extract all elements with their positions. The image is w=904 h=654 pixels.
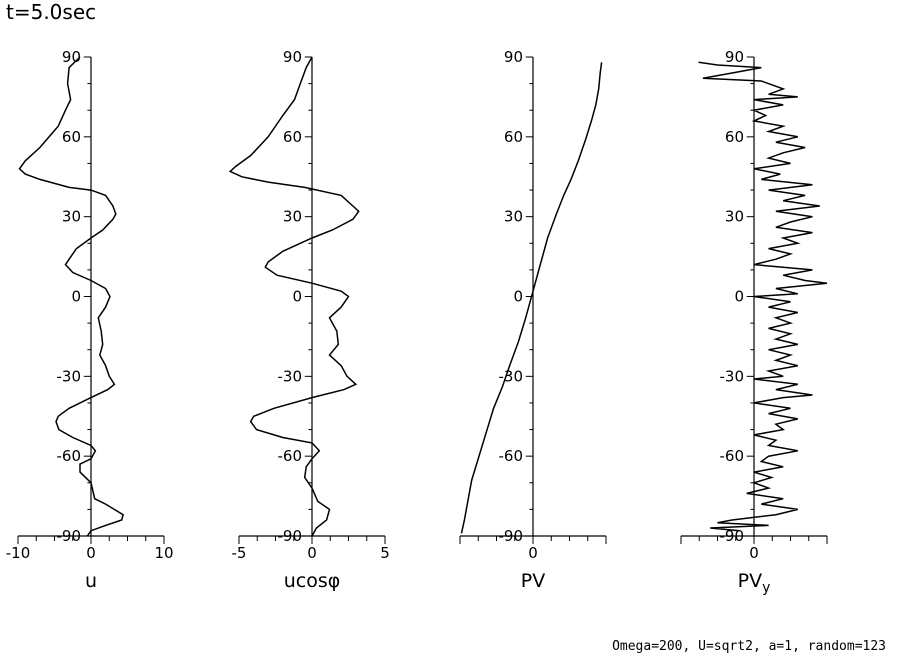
y-tick-label: 60 [504, 128, 523, 146]
y-tick-label: -30 [499, 367, 524, 385]
parameters-footer: Omega=200, U=sqrt2, a=1, random=123 [612, 639, 886, 654]
x-tick-label: 0 [749, 544, 759, 562]
y-tick-label: 0 [513, 288, 523, 306]
panel-pv: -90 -60 -30 0 30 60 90 0 PV [459, 48, 607, 592]
y-tick-label: 0 [734, 288, 744, 306]
y-tick-label: -30 [278, 367, 303, 385]
x-axis-label: u [85, 570, 97, 592]
x-axis-label: ucosφ [284, 570, 341, 592]
x-tick-label: 0 [528, 544, 538, 562]
y-tick-label: 60 [725, 128, 744, 146]
y-tick-label: -90 [278, 527, 303, 545]
series-line [228, 56, 360, 537]
y-tick-label: 90 [725, 48, 744, 66]
y-tick-label: 0 [292, 288, 302, 306]
x-tick-label: 0 [86, 544, 96, 562]
y-tick-label: 0 [71, 288, 81, 306]
panel-pvy: -90 -60 -30 0 30 60 90 0 PVy [680, 48, 828, 596]
y-tick-label: 30 [504, 208, 523, 226]
y-tick-label: 30 [62, 208, 81, 226]
y-tick-label: -60 [57, 447, 82, 465]
y-tick-label: 30 [283, 208, 302, 226]
series-line [460, 62, 603, 534]
x-tick-label: 0 [307, 544, 317, 562]
panel-ucos: -90 -60 -30 0 30 60 90 -5 0 5 ucosφ [228, 48, 390, 592]
y-tick-label: -90 [499, 527, 524, 545]
y-tick-label: -30 [57, 367, 82, 385]
x-axis-label: PVy [738, 570, 771, 596]
y-tick-label: -60 [278, 447, 303, 465]
series-line [18, 56, 124, 537]
panel-u: -90 -60 -30 0 30 60 90 -10 0 10 u [6, 48, 174, 592]
x-tick-label: 5 [380, 544, 390, 562]
x-tick-label: 10 [154, 544, 173, 562]
y-tick-label: 90 [283, 48, 302, 66]
y-tick-label: 30 [725, 208, 744, 226]
y-tick-label: 90 [504, 48, 523, 66]
series-line [698, 61, 828, 532]
y-tick-label: 60 [283, 128, 302, 146]
x-tick-label: -10 [6, 544, 31, 562]
y-tick-label: -60 [499, 447, 524, 465]
x-axis-label: PV [521, 570, 545, 592]
y-tick-label: -30 [720, 367, 745, 385]
y-tick-label: 60 [62, 128, 81, 146]
y-tick-label: 90 [62, 48, 81, 66]
y-tick-label: -60 [720, 447, 745, 465]
chart-title: t=5.0sec [6, 0, 97, 24]
y-tick-label: -90 [720, 527, 745, 545]
x-tick-label: -5 [232, 544, 247, 562]
y-tick-label: -90 [57, 527, 82, 545]
